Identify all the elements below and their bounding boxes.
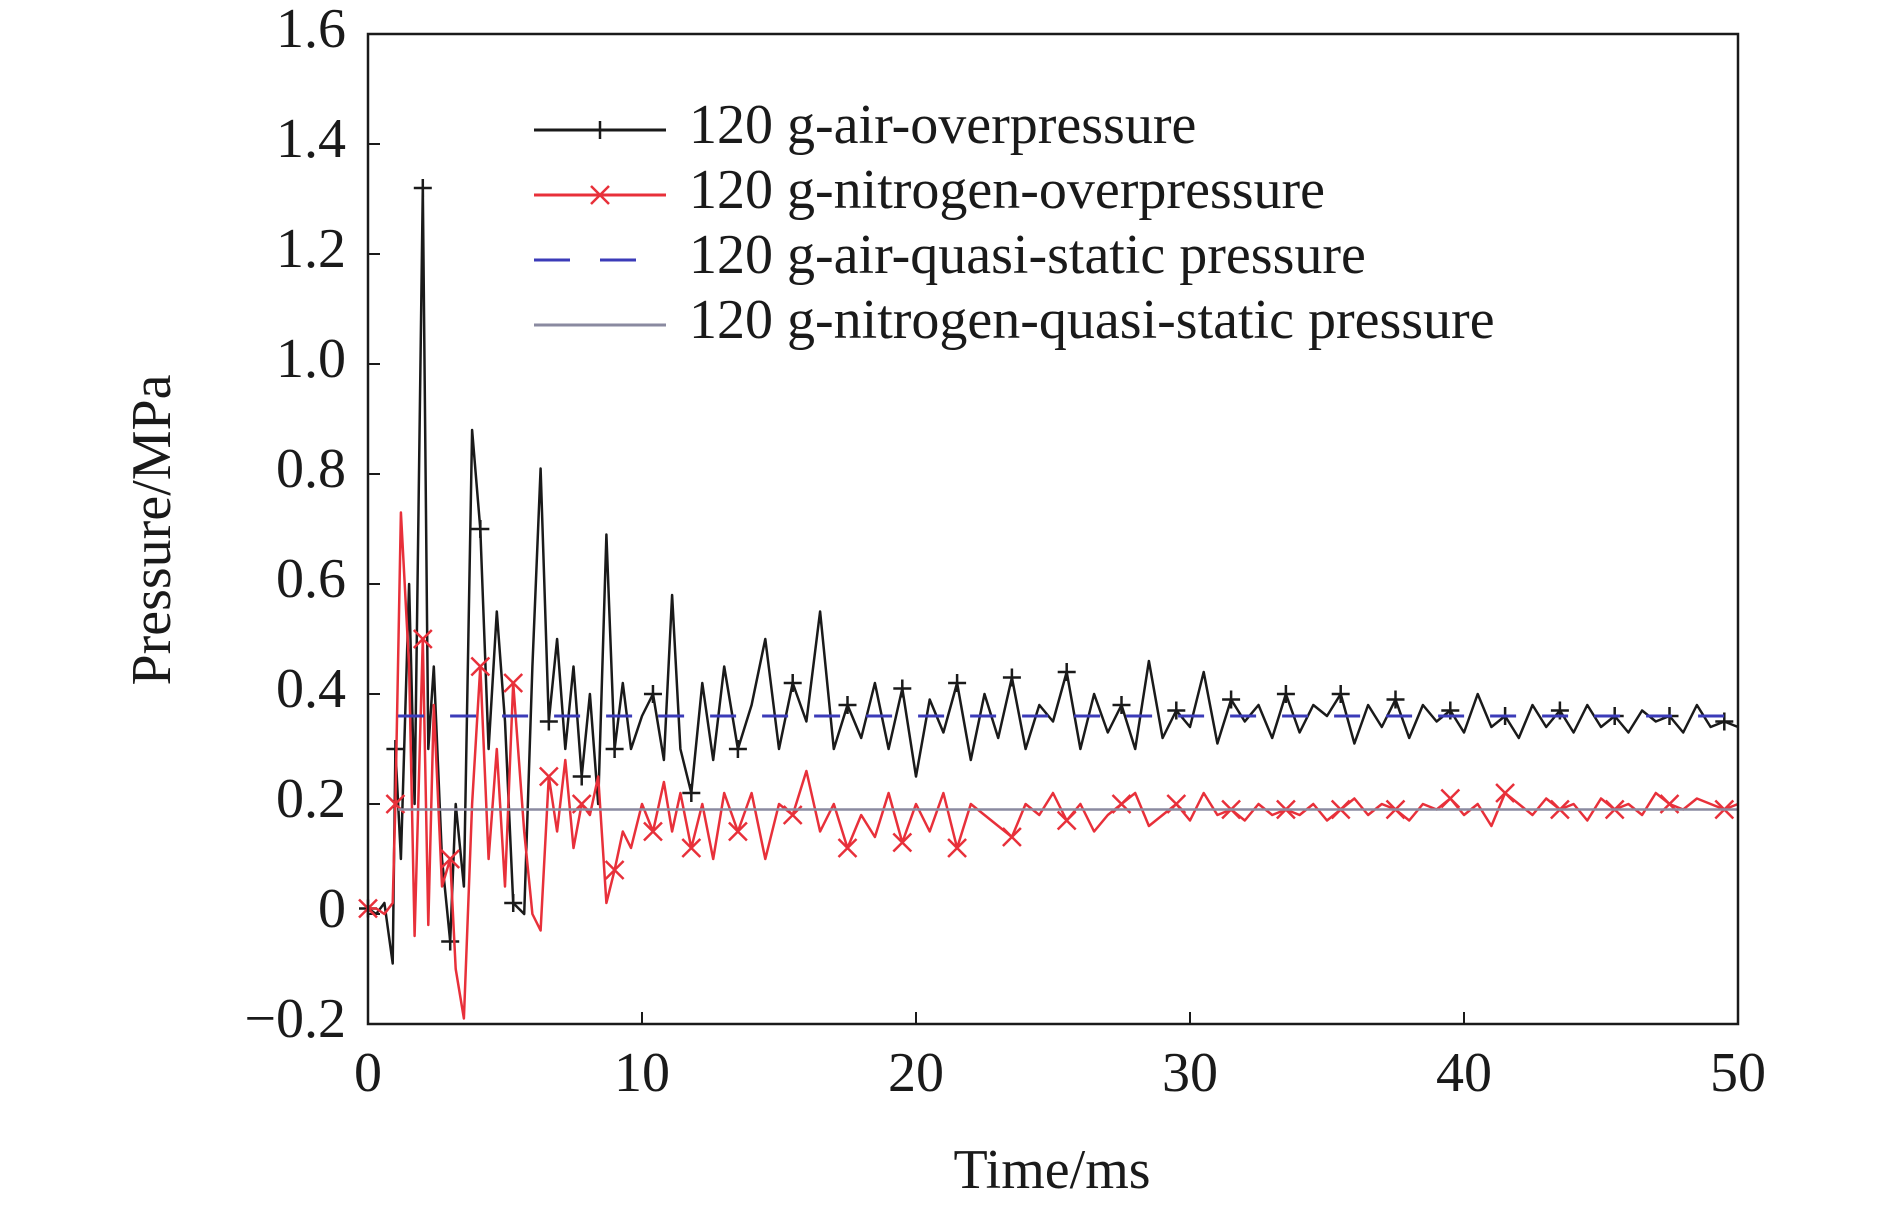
y-tick-label: 1.4: [276, 108, 346, 170]
marker: [1222, 690, 1241, 709]
marker: [1167, 701, 1186, 720]
marker: [1386, 690, 1405, 709]
marker: [504, 894, 523, 912]
legend-marker: [591, 121, 609, 139]
marker: [413, 179, 432, 197]
marker: [1112, 696, 1131, 714]
marker: [471, 520, 490, 538]
y-tick-label: −0.2: [244, 988, 346, 1050]
y-tick-label: 1.6: [276, 0, 346, 60]
y-tick-label: 0.8: [276, 438, 346, 500]
legend-label: 120 g-nitrogen-overpressure: [689, 159, 1325, 221]
marker: [538, 766, 559, 787]
marker: [1440, 788, 1461, 809]
marker: [1495, 783, 1515, 803]
marker: [441, 932, 460, 951]
marker: [838, 696, 857, 714]
marker: [947, 838, 967, 858]
legend-label: 120 g-air-overpressure: [689, 94, 1196, 156]
marker: [572, 767, 591, 786]
y-axis-title: Pressure/MPa: [121, 374, 183, 685]
x-tick-label: 50: [1710, 1042, 1766, 1104]
x-axis-title: Time/ms: [953, 1139, 1150, 1201]
marker: [604, 860, 625, 880]
marker: [682, 784, 701, 802]
marker: [948, 674, 967, 692]
x-tick-label: 10: [614, 1042, 670, 1104]
y-tick-label: 0.2: [276, 768, 346, 830]
y-tick-label: 0.6: [276, 548, 346, 610]
x-tick-label: 20: [888, 1042, 944, 1104]
marker: [412, 629, 433, 649]
legend-label: 120 g-nitrogen-quasi-static pressure: [689, 289, 1495, 351]
marker: [1056, 810, 1077, 831]
legend-marker: [590, 185, 610, 205]
marker: [643, 821, 663, 842]
x-tick-label: 30: [1162, 1042, 1218, 1104]
series-line: [368, 511, 1739, 1020]
marker: [893, 679, 912, 698]
marker: [728, 740, 747, 758]
marker: [1002, 668, 1021, 687]
marker: [728, 821, 748, 842]
marker: [643, 685, 662, 703]
marker: [1002, 827, 1022, 847]
legend-label: 120 g-air-quasi-static pressure: [689, 224, 1366, 286]
marker: [837, 838, 858, 858]
marker: [681, 838, 702, 858]
marker: [1715, 712, 1734, 731]
y-tick-label: 1.2: [276, 218, 346, 280]
x-tick-label: 40: [1436, 1042, 1492, 1104]
marker: [783, 674, 802, 692]
marker: [1057, 663, 1076, 681]
x-tick-label: 0: [354, 1042, 382, 1104]
marker: [1331, 685, 1350, 703]
marker: [1276, 685, 1295, 703]
marker: [440, 849, 461, 869]
marker: [605, 740, 624, 758]
plot-frame: [366, 32, 1740, 1026]
marker: [539, 712, 558, 731]
y-tick-label: 0.4: [276, 658, 346, 720]
marker: [892, 832, 913, 853]
y-tick-label: 1.0: [276, 328, 346, 390]
marker: [470, 656, 491, 677]
marker: [503, 673, 524, 693]
y-tick-label: 0: [318, 878, 346, 940]
